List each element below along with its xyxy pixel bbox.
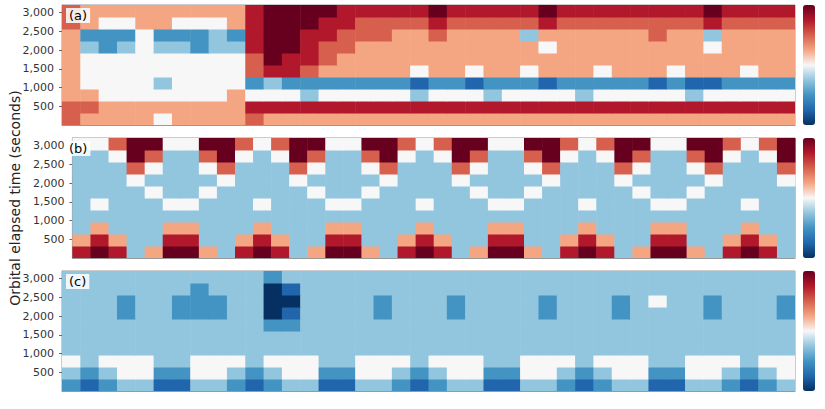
svg-text:1,500: 1,500 [33, 195, 65, 208]
svg-text:2,000: 2,000 [33, 177, 65, 190]
svg-text:Orbital elapsed time (seconds): Orbital elapsed time (seconds) [7, 90, 23, 305]
svg-text:1,000: 1,000 [23, 347, 55, 360]
svg-text:2,000: 2,000 [23, 310, 55, 323]
svg-text:1,000: 1,000 [33, 214, 65, 227]
svg-text:500: 500 [33, 100, 54, 113]
svg-text:500: 500 [33, 366, 54, 379]
svg-text:2,500: 2,500 [23, 291, 55, 304]
svg-text:2,500: 2,500 [33, 158, 65, 171]
svg-text:3,000: 3,000 [23, 272, 55, 285]
svg-text:2,000: 2,000 [23, 44, 55, 57]
svg-text:3,000: 3,000 [23, 6, 55, 19]
svg-text:(a): (a) [69, 8, 87, 23]
svg-text:1,000: 1,000 [23, 81, 55, 94]
svg-text:2,500: 2,500 [23, 25, 55, 38]
svg-text:3,000: 3,000 [33, 139, 65, 152]
svg-text:1,500: 1,500 [23, 62, 55, 75]
svg-text:(b): (b) [69, 141, 87, 156]
svg-text:(c): (c) [69, 274, 86, 289]
svg-text:1,500: 1,500 [23, 328, 55, 341]
svg-text:500: 500 [43, 233, 64, 246]
